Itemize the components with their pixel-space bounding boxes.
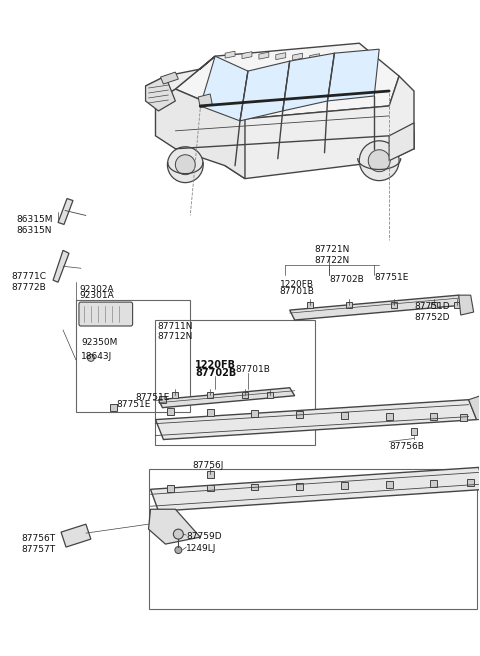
Bar bbox=[391, 302, 397, 308]
Polygon shape bbox=[225, 76, 414, 178]
Bar bbox=[76, 300, 190, 412]
Bar bbox=[252, 410, 258, 417]
Bar bbox=[110, 404, 117, 411]
Text: 92350M: 92350M bbox=[81, 338, 117, 347]
Circle shape bbox=[87, 354, 95, 361]
FancyBboxPatch shape bbox=[79, 302, 132, 326]
Polygon shape bbox=[290, 295, 464, 320]
Bar bbox=[267, 392, 273, 398]
Text: 87756T
87757T: 87756T 87757T bbox=[21, 534, 55, 554]
Bar bbox=[207, 485, 214, 491]
Text: 87721N
87722N: 87721N 87722N bbox=[314, 245, 350, 265]
Bar bbox=[460, 414, 467, 421]
Bar bbox=[156, 320, 314, 445]
Polygon shape bbox=[242, 52, 252, 58]
Bar bbox=[347, 302, 352, 308]
Polygon shape bbox=[145, 56, 215, 101]
Text: 87771C
87772B: 87771C 87772B bbox=[12, 272, 47, 292]
Circle shape bbox=[175, 155, 195, 174]
Text: 87751D
87752D: 87751D 87752D bbox=[414, 302, 450, 321]
Polygon shape bbox=[240, 61, 290, 121]
Text: 87759D: 87759D bbox=[186, 532, 222, 541]
Bar bbox=[207, 392, 213, 398]
Polygon shape bbox=[198, 94, 212, 108]
Polygon shape bbox=[175, 43, 399, 119]
Polygon shape bbox=[145, 76, 175, 111]
Bar bbox=[296, 483, 303, 489]
Circle shape bbox=[175, 546, 182, 554]
Polygon shape bbox=[151, 468, 480, 511]
Text: 87701B: 87701B bbox=[235, 365, 270, 374]
Polygon shape bbox=[459, 295, 474, 315]
Polygon shape bbox=[293, 53, 302, 60]
Polygon shape bbox=[326, 54, 336, 61]
Text: 87751E: 87751E bbox=[374, 274, 408, 282]
Polygon shape bbox=[283, 53, 335, 111]
Polygon shape bbox=[156, 400, 477, 440]
Bar bbox=[431, 480, 437, 487]
Polygon shape bbox=[343, 54, 353, 62]
Bar bbox=[172, 392, 179, 398]
Text: 18643J: 18643J bbox=[81, 352, 112, 361]
Polygon shape bbox=[53, 251, 69, 282]
Bar bbox=[385, 481, 393, 487]
Bar bbox=[431, 413, 437, 420]
Text: 1220FB: 1220FB bbox=[280, 280, 314, 289]
Bar bbox=[454, 302, 460, 308]
Text: 1220FB: 1220FB bbox=[195, 360, 236, 370]
Bar bbox=[307, 302, 312, 308]
Bar bbox=[296, 411, 303, 418]
Bar bbox=[385, 413, 393, 419]
Polygon shape bbox=[310, 54, 320, 60]
Text: 92302A: 92302A bbox=[79, 285, 114, 294]
Text: 92301A: 92301A bbox=[79, 291, 114, 300]
Text: 1249LJ: 1249LJ bbox=[186, 544, 216, 553]
Text: 87701B: 87701B bbox=[280, 287, 315, 296]
Polygon shape bbox=[148, 509, 200, 544]
Polygon shape bbox=[58, 199, 73, 224]
Bar bbox=[167, 485, 174, 493]
Text: 87702B: 87702B bbox=[329, 276, 364, 284]
Circle shape bbox=[168, 147, 203, 182]
Circle shape bbox=[360, 141, 399, 180]
Bar bbox=[207, 471, 214, 478]
Text: 87756J: 87756J bbox=[192, 461, 224, 470]
Polygon shape bbox=[259, 52, 269, 59]
Polygon shape bbox=[225, 51, 235, 58]
Text: 87751E: 87751E bbox=[117, 400, 151, 409]
Text: 87751E: 87751E bbox=[136, 393, 170, 402]
Bar bbox=[431, 302, 437, 308]
Text: 87711N
87712N: 87711N 87712N bbox=[157, 322, 193, 341]
Text: 87756B: 87756B bbox=[389, 441, 424, 451]
Polygon shape bbox=[156, 89, 245, 178]
Text: 87702B: 87702B bbox=[195, 368, 237, 378]
Circle shape bbox=[173, 529, 183, 539]
Polygon shape bbox=[200, 56, 248, 121]
Bar bbox=[341, 482, 348, 489]
Bar bbox=[207, 409, 214, 416]
Bar bbox=[167, 408, 174, 415]
Polygon shape bbox=[160, 72, 179, 84]
Text: 86315M
86315N: 86315M 86315N bbox=[16, 215, 53, 235]
Bar bbox=[148, 470, 477, 609]
Polygon shape bbox=[468, 395, 480, 420]
Polygon shape bbox=[276, 52, 286, 60]
Bar bbox=[410, 428, 418, 435]
Bar bbox=[159, 396, 166, 403]
Bar bbox=[341, 412, 348, 419]
Polygon shape bbox=[61, 524, 91, 547]
Bar bbox=[242, 392, 248, 398]
Polygon shape bbox=[158, 388, 295, 407]
Polygon shape bbox=[389, 123, 414, 161]
Bar bbox=[467, 479, 474, 485]
Circle shape bbox=[368, 150, 390, 172]
Polygon shape bbox=[327, 49, 379, 101]
Bar bbox=[252, 483, 258, 491]
